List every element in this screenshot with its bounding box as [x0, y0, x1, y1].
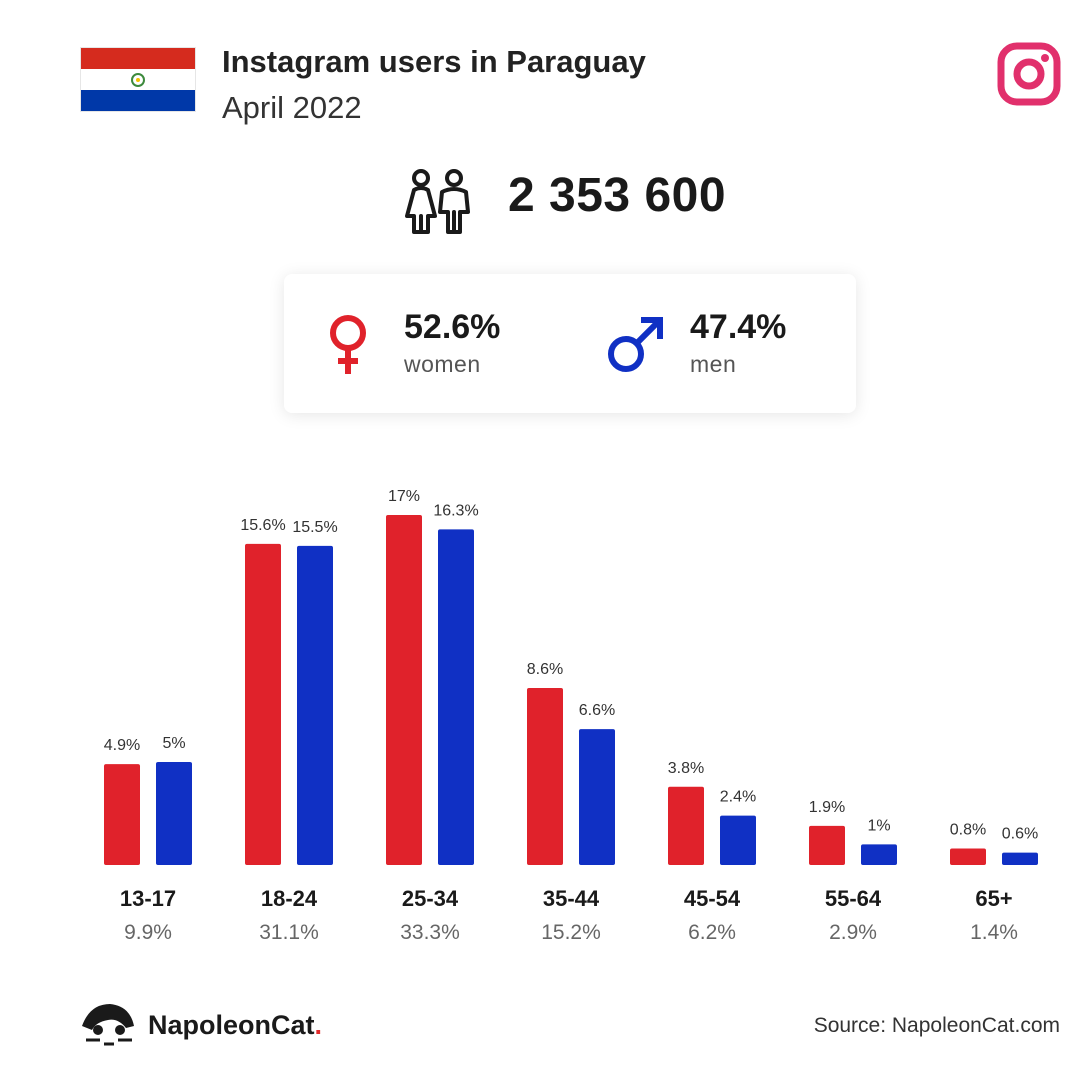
- brand-name: NapoleonCat.: [148, 1010, 322, 1041]
- category-label-25-34: 25-34: [402, 886, 459, 911]
- category-total-18-24: 31.1%: [259, 921, 319, 944]
- bar-value-label-men-55-64: 1%: [867, 817, 890, 834]
- napoleoncat-logo: [82, 1004, 134, 1046]
- bar-value-label-men-13-17: 5%: [162, 735, 185, 752]
- bar-men-45-54: [720, 815, 756, 865]
- bar-men-35-44: [579, 729, 615, 865]
- women-label: women: [404, 351, 481, 377]
- category-label-65+: 65+: [975, 886, 1012, 911]
- bar-value-label-men-35-44: 6.6%: [579, 702, 615, 719]
- bar-value-label-men-18-24: 15.5%: [292, 519, 337, 536]
- bar-women-13-17: [104, 764, 140, 865]
- total-users: 2 353 600: [508, 169, 727, 222]
- bar-men-55-64: [861, 844, 897, 865]
- bar-men-65+: [1002, 852, 1038, 865]
- category-label-18-24: 18-24: [261, 886, 318, 911]
- category-total-45-54: 6.2%: [688, 921, 736, 944]
- source-text: Source: NapoleonCat.com: [813, 1014, 1060, 1037]
- category-total-65+: 1.4%: [970, 921, 1018, 944]
- category-label-55-64: 55-64: [825, 886, 882, 911]
- category-label-35-44: 35-44: [543, 886, 600, 911]
- paraguay-flag: [80, 47, 196, 112]
- bar-women-35-44: [527, 687, 563, 865]
- category-total-35-44: 15.2%: [541, 921, 601, 944]
- bar-women-55-64: [809, 825, 845, 865]
- bar-value-label-men-65+: 0.6%: [1002, 826, 1038, 843]
- category-total-13-17: 9.9%: [124, 921, 172, 944]
- bar-value-label-women-55-64: 1.9%: [809, 799, 845, 816]
- flag-stripe-blue: [81, 89, 195, 111]
- bar-women-18-24: [245, 543, 281, 865]
- men-label: men: [690, 351, 737, 377]
- bar-value-label-men-45-54: 2.4%: [720, 789, 756, 806]
- bar-value-label-women-65+: 0.8%: [950, 822, 986, 839]
- gender-card: 52.6% women 47.4% men: [284, 274, 856, 413]
- men-percentage: 47.4%: [690, 308, 787, 346]
- bar-value-label-women-35-44: 8.6%: [527, 661, 563, 678]
- bar-men-18-24: [297, 545, 333, 865]
- bar-value-label-women-18-24: 15.6%: [240, 517, 285, 534]
- bar-men-25-34: [438, 529, 474, 865]
- category-total-55-64: 2.9%: [829, 921, 877, 944]
- brand-dot: .: [314, 1010, 323, 1040]
- flag-stripe-red: [81, 48, 195, 69]
- bar-men-13-17: [156, 762, 192, 865]
- bar-value-label-women-25-34: 17%: [388, 488, 420, 505]
- page-title: Instagram users in Paraguay: [222, 44, 646, 79]
- bar-value-label-women-45-54: 3.8%: [668, 760, 704, 777]
- bar-women-25-34: [386, 515, 422, 865]
- bar-value-label-women-13-17: 4.9%: [104, 737, 140, 754]
- female-symbol-icon: [330, 315, 366, 374]
- category-total-25-34: 33.3%: [400, 921, 460, 944]
- brand-text: NapoleonCat: [148, 1010, 315, 1040]
- category-label-45-54: 45-54: [684, 886, 741, 911]
- page-subtitle: April 2022: [222, 90, 362, 125]
- women-percentage: 52.6%: [404, 308, 501, 346]
- male-symbol-icon: [608, 317, 663, 372]
- people-icon: [405, 169, 470, 234]
- flag-seal-icon: [131, 72, 145, 87]
- bar-women-45-54: [668, 786, 704, 865]
- instagram-icon: [997, 42, 1061, 106]
- category-label-13-17: 13-17: [120, 886, 176, 911]
- age-gender-bar-chart: 4.9% 5% 13-17 9.9% 15.6% 15.5% 18-24 31.1% 17% 16…: [104, 488, 1038, 944]
- bar-women-65+: [950, 848, 986, 865]
- bar-value-label-men-25-34: 16.3%: [433, 502, 478, 519]
